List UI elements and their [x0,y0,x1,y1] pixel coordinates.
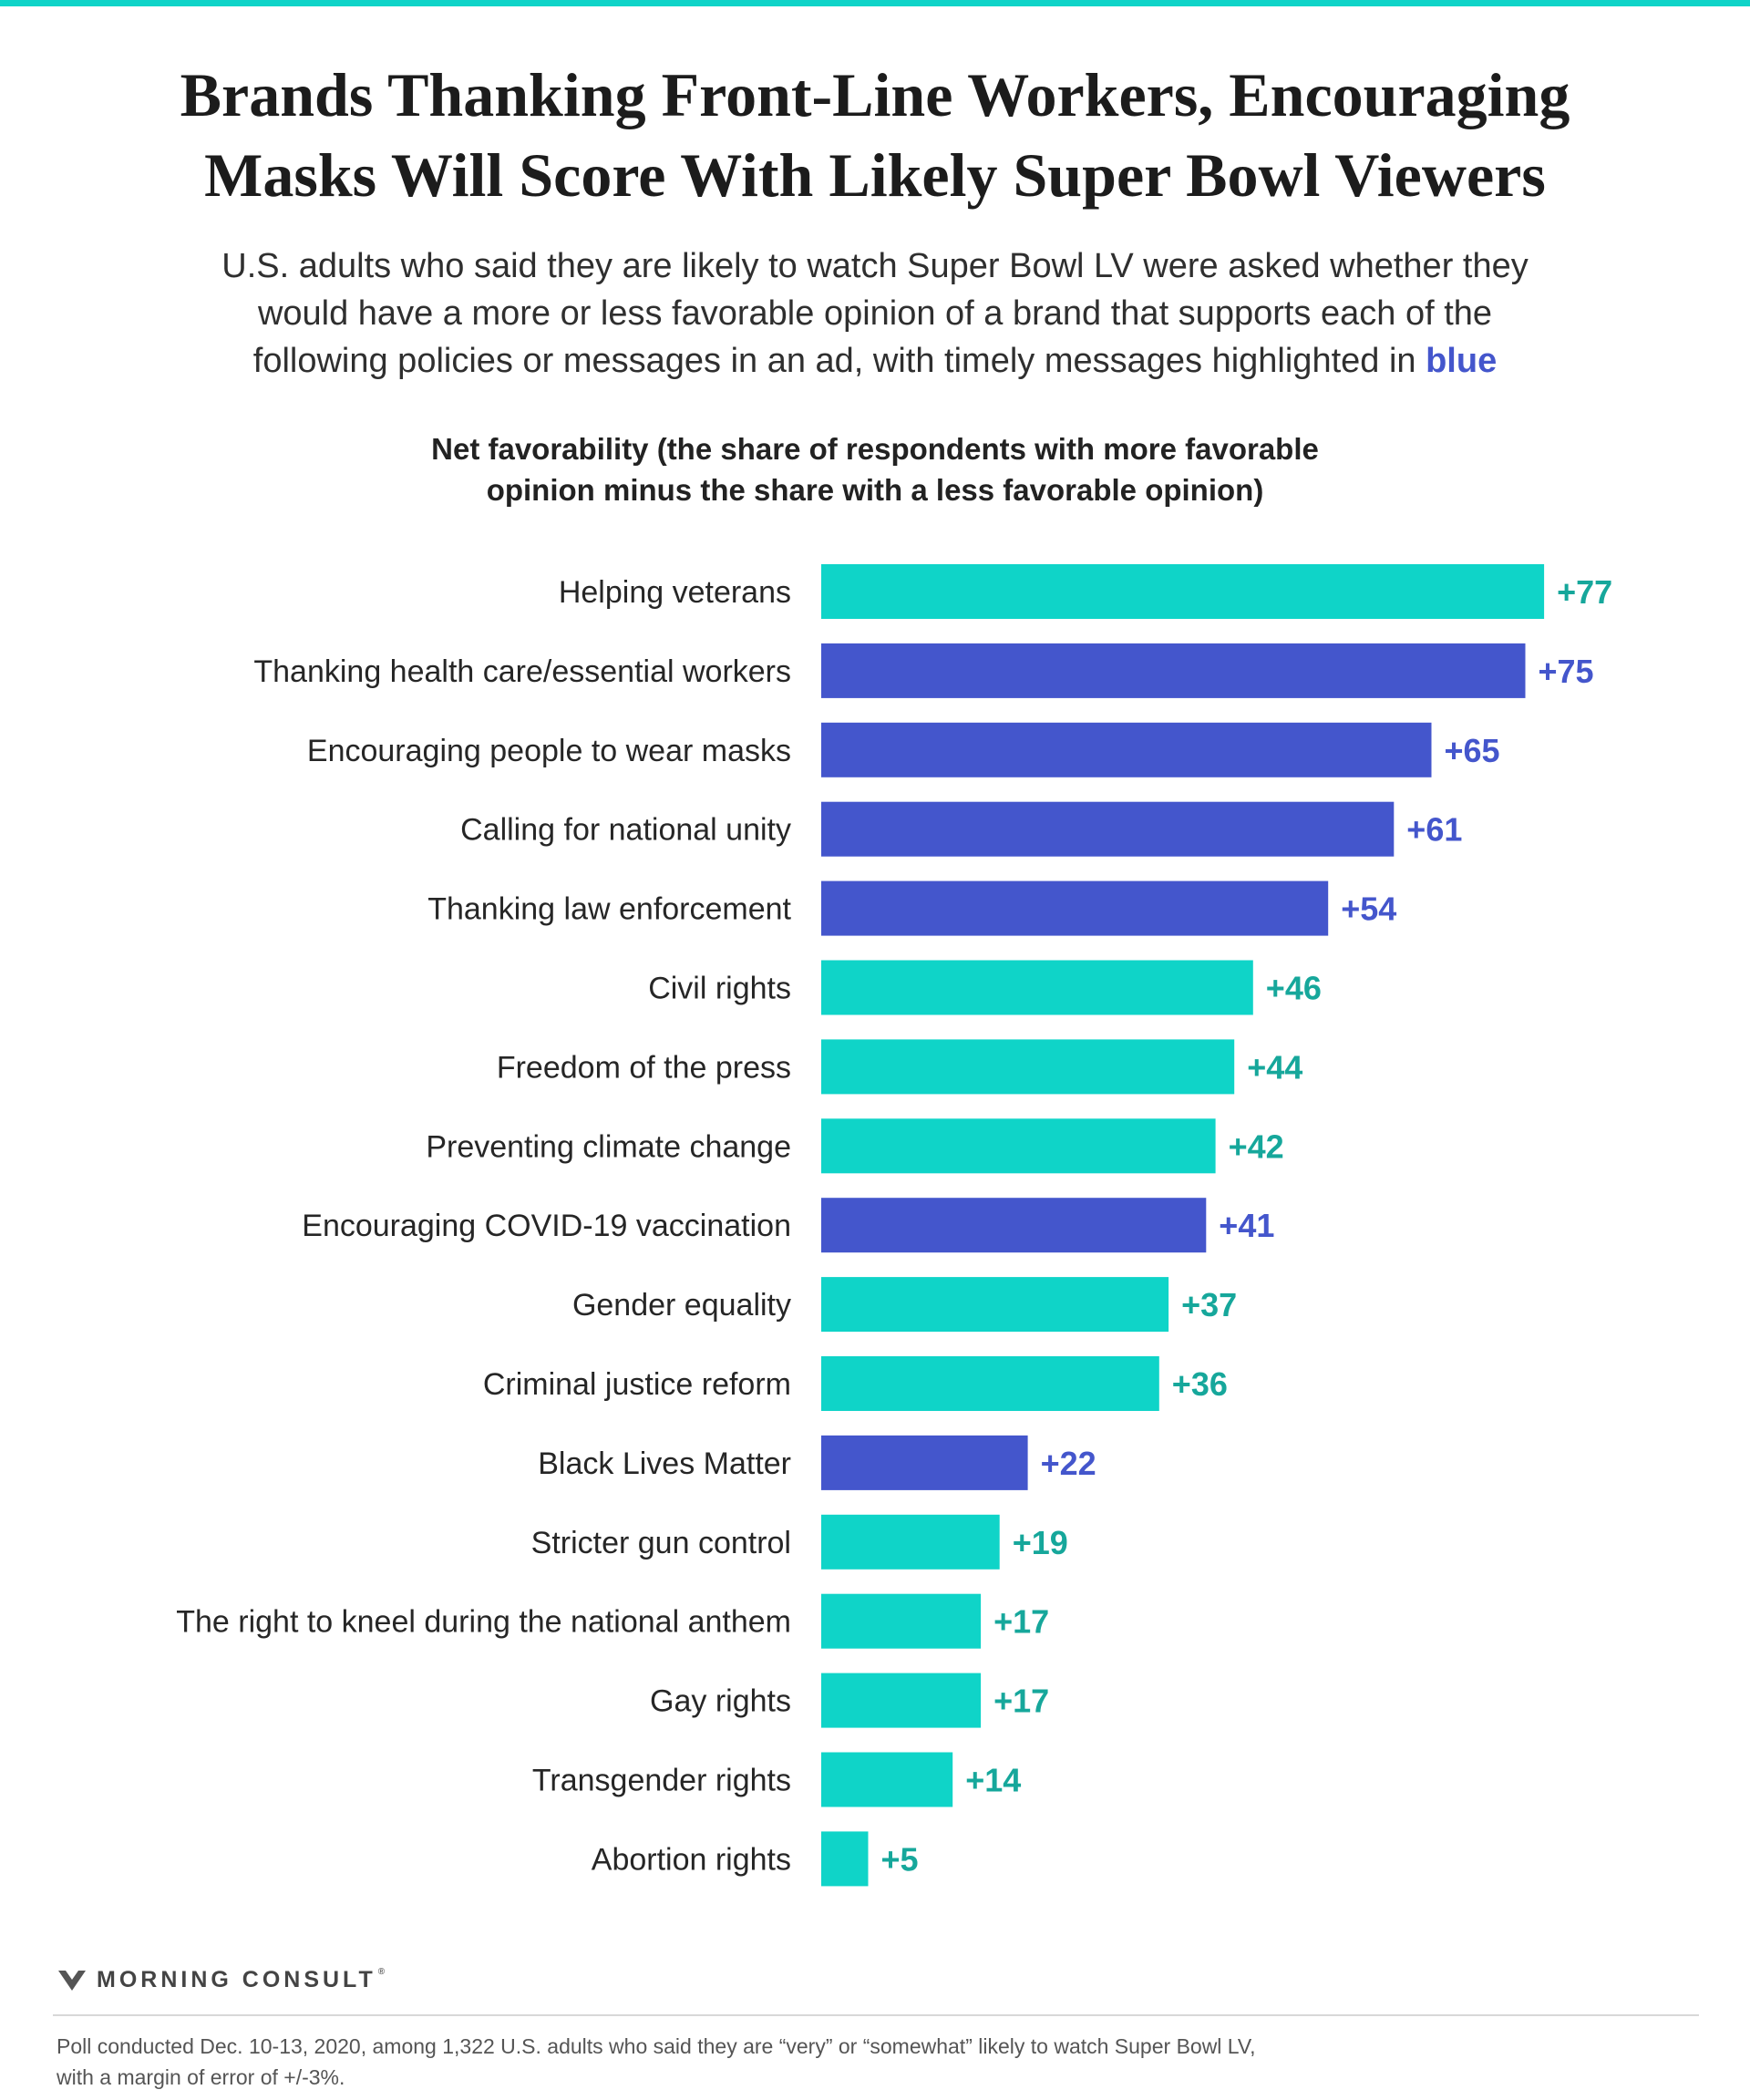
category-label: Encouraging COVID-19 vaccination [302,1209,791,1243]
brand-registered-mark: ® [377,1966,386,1977]
subtitle-line-3-text: following policies or messages in an ad,… [252,342,1416,380]
chart-title-line-1: Brands Thanking Front-Line Workers, Enco… [180,60,1570,129]
category-label: Preventing climate change [426,1129,791,1164]
bar [821,1039,1235,1095]
subtitle-line-2: would have a more or less favorable opin… [257,294,1493,333]
bar-chart: Helping veterans +77 Thanking health care/… [176,564,1612,1887]
category-label: Stricter gun control [531,1526,791,1560]
category-label: Encouraging people to wear masks [307,734,791,768]
chart-title-line-2: Masks Will Score With Likely Super Bowl … [204,140,1546,210]
brand-name: MORNING CONSULT [97,1966,376,1992]
value-label: +77 [1557,573,1612,611]
top-accent-rule [0,0,1750,6]
chart-title: Brands Thanking Front-Line Workers, Enco… [55,55,1695,215]
bar [821,1356,1159,1411]
category-label: Criminal justice reform [483,1367,791,1402]
m-logo-icon [58,1971,86,1991]
value-label: +61 [1406,811,1462,849]
bar [821,880,1329,936]
bar [821,1593,982,1649]
bar [821,722,1432,777]
value-label: +14 [965,1762,1021,1799]
morning-consult-logo: MORNING CONSULT ® [57,1965,385,1994]
category-label: Thanking law enforcement [427,892,791,927]
footer-divider [53,2014,1699,2016]
bar [821,1831,869,1887]
bar [821,643,1526,698]
value-label: +37 [1181,1286,1237,1323]
value-label: +65 [1445,732,1500,769]
value-label: +5 [881,1840,919,1878]
category-label: Gender equality [572,1288,791,1323]
bar [821,1435,1028,1490]
chart-subtitle: U.S. adults who said they are likely to … [109,242,1641,385]
category-label: Gay rights [650,1684,791,1719]
footnote-line-1: Poll conducted Dec. 10-13, 2020, among 1… [57,2034,1256,2058]
subtitle-line-3: following policies or messages in an ad,… [109,337,1641,385]
bar [821,1198,1207,1253]
bar [821,960,1253,1015]
chart-heading-line-2: opinion minus the share with a less favo… [486,473,1264,507]
bar [821,1118,1216,1174]
value-label: +46 [1266,970,1322,1007]
value-label: +17 [993,1683,1049,1720]
value-label: +54 [1341,890,1396,928]
chart-heading-line-1: Net favorability (the share of responden… [431,432,1319,466]
bar [821,564,1545,619]
category-label: Thanking health care/essential workers [253,654,791,689]
category-label: Black Lives Matter [538,1446,791,1481]
value-label: +44 [1247,1048,1302,1086]
value-label: +17 [993,1603,1049,1641]
category-label: Calling for national unity [460,813,791,848]
footnote: Poll conducted Dec. 10-13, 2020, among 1… [57,2031,1515,2093]
category-label: Civil rights [648,972,791,1006]
value-label: +36 [1172,1365,1228,1403]
chart-heading: Net favorability (the share of responden… [328,428,1422,510]
category-label: Abortion rights [592,1842,791,1877]
footnote-line-2: with a margin of error of +/-3%. [57,2065,345,2089]
subtitle-highlight-word: blue [1426,342,1498,380]
category-label: The right to kneel during the national a… [176,1605,791,1640]
value-label: +19 [1013,1524,1068,1561]
value-label: +42 [1229,1127,1284,1165]
bar [821,1673,982,1728]
value-label: +22 [1041,1445,1096,1482]
value-label: +75 [1539,653,1594,690]
bar [821,801,1395,857]
bar [821,1514,1000,1570]
category-label: Helping veterans [559,575,791,610]
bar [821,1752,953,1807]
value-label: +41 [1219,1207,1274,1244]
category-label: Freedom of the press [497,1050,791,1085]
category-label: Transgender rights [532,1764,791,1798]
subtitle-line-1: U.S. adults who said they are likely to … [221,247,1529,285]
bar [821,1277,1169,1333]
